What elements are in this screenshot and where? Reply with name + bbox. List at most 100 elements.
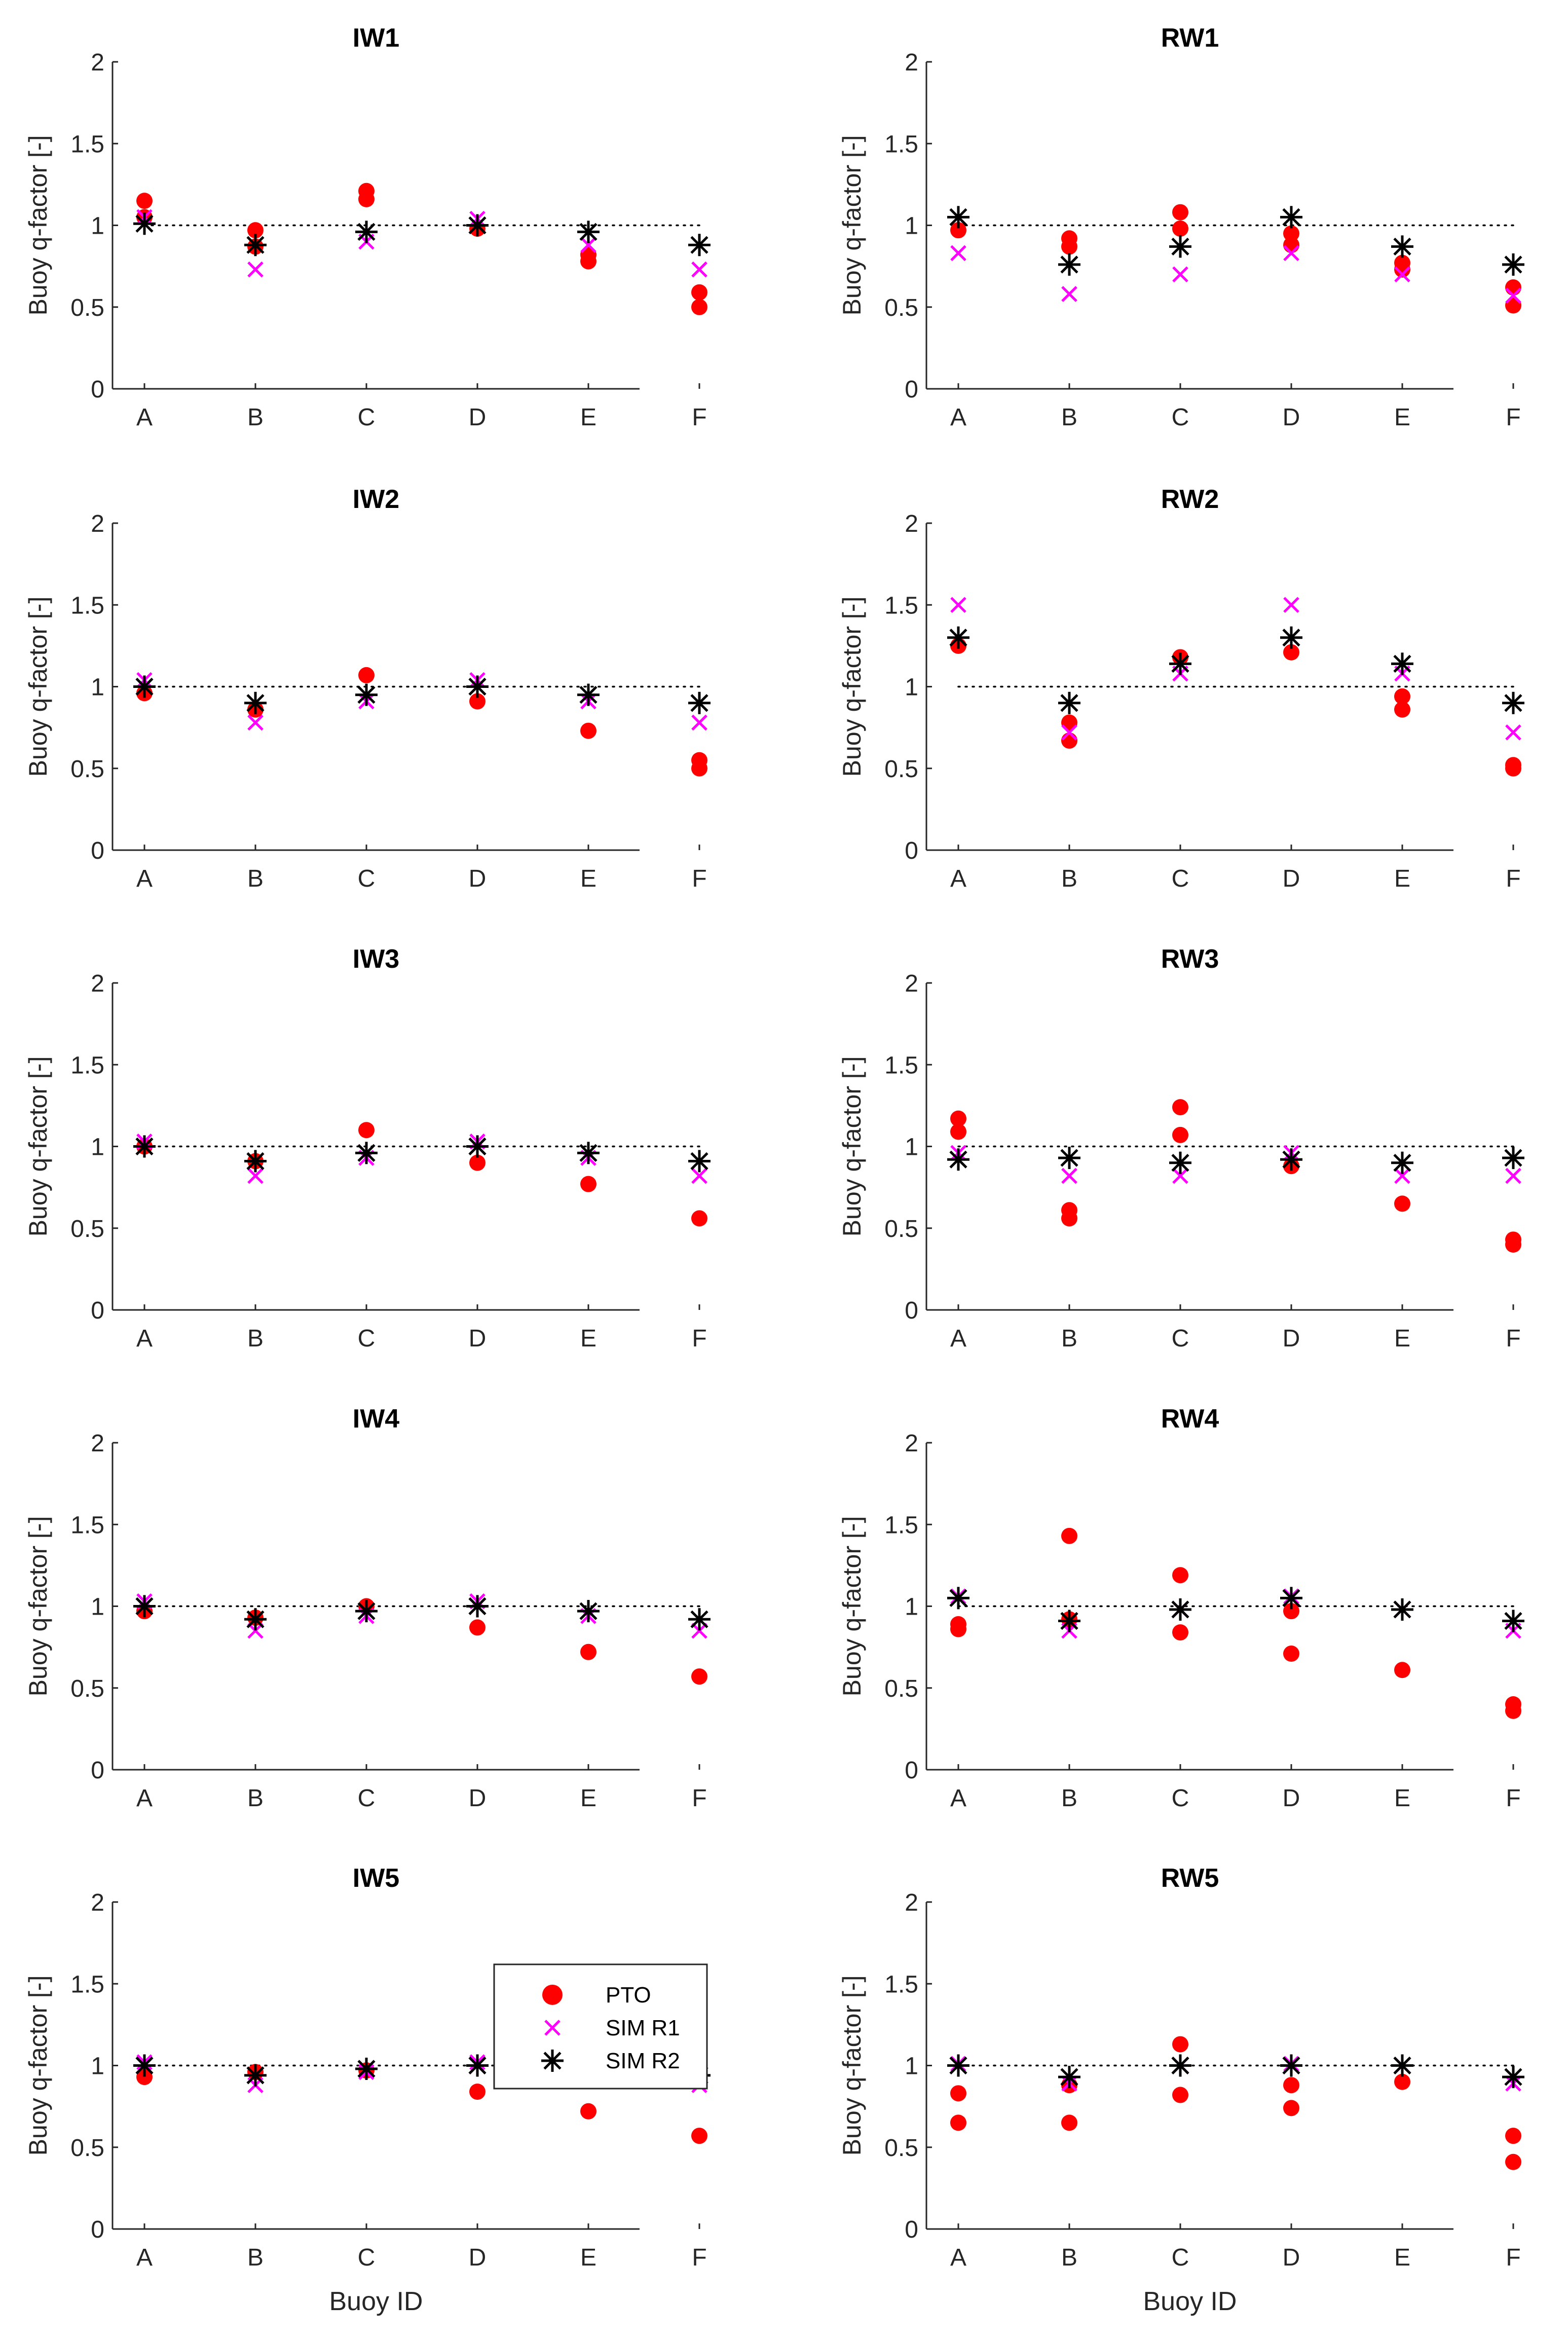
pto-point [1172, 220, 1188, 237]
pto-point [469, 1619, 486, 1636]
legend-sim-r1-marker [544, 2020, 561, 2036]
y-tick-label: 1.5 [884, 1052, 918, 1079]
sim-r2-point [1058, 1147, 1080, 1170]
y-tick-label: 1.5 [884, 592, 918, 619]
sim-r2-point [1502, 1610, 1524, 1632]
sim-r2-point [1391, 1598, 1413, 1621]
sim-r2-point [466, 1595, 489, 1618]
y-axis-label: Buoy q-factor [-] [838, 135, 866, 316]
y-tick-label: 1.5 [70, 1052, 104, 1079]
y-tick-label: 0.5 [884, 756, 918, 783]
sim-r1-point [1061, 286, 1077, 302]
pto-point [1283, 2100, 1299, 2116]
x-tick-label: A [136, 865, 153, 892]
x-tick-label: F [692, 2244, 706, 2271]
y-tick-label: 1.5 [70, 131, 104, 158]
sim-r2-point [466, 675, 489, 698]
sim-r2-point [688, 1608, 711, 1631]
legend-sim-r1-label: SIM R1 [606, 2016, 680, 2040]
sim-r2-point [577, 1142, 600, 1164]
y-tick-label: 1.5 [884, 1512, 918, 1539]
y-tick-label: 0.5 [884, 1216, 918, 1243]
y-tick-label: 0 [905, 1297, 918, 1324]
sim-r2-point [688, 691, 711, 714]
panel-title: IW1 [353, 23, 399, 53]
sim-r1-point [950, 245, 966, 262]
x-tick-label: A [950, 1785, 966, 1812]
y-tick-label: 0.5 [70, 2135, 104, 2162]
sim-r1-point [1283, 597, 1299, 613]
sim-r2-point [133, 2054, 156, 2077]
y-tick-label: 1.5 [70, 592, 104, 619]
x-tick-label: D [1283, 1785, 1300, 1812]
x-tick-label: B [1061, 2244, 1077, 2271]
y-tick-label: 0 [91, 1757, 104, 1784]
y-tick-label: 1 [91, 213, 104, 240]
sim-r1-point [1394, 266, 1410, 283]
y-axis-label: Buoy q-factor [-] [838, 1056, 866, 1237]
x-tick-label: D [469, 865, 487, 892]
sim-r2-point [947, 626, 969, 649]
pto-point [1172, 204, 1188, 221]
x-tick-label: E [1394, 865, 1410, 892]
pto-point [136, 2069, 153, 2086]
x-tick-label: C [358, 1325, 376, 1352]
pto-point [1394, 2073, 1410, 2090]
pto-point [691, 1668, 707, 1685]
sim-r2-point [688, 234, 711, 257]
sim-r2-point [1502, 253, 1524, 276]
y-tick-label: 0.5 [884, 2135, 918, 2162]
y-tick-label: 2 [905, 49, 918, 76]
y-tick-label: 0 [91, 1297, 104, 1324]
sim-r2-point [947, 2054, 969, 2077]
sim-r2-point [355, 1600, 378, 1623]
sim-r1-point [691, 1623, 707, 1639]
pto-point [950, 1123, 966, 1140]
y-tick-label: 1.5 [884, 1971, 918, 1998]
sim-r2-point [1502, 1147, 1524, 1170]
sim-r1-point [1172, 1167, 1188, 1184]
x-tick-label: B [247, 1325, 264, 1352]
pto-point [1172, 1126, 1188, 1143]
y-axis-label: Buoy q-factor [-] [24, 597, 52, 777]
y-tick-label: 1 [905, 674, 918, 701]
x-tick-label: D [469, 2244, 487, 2271]
x-tick-label: D [469, 404, 487, 431]
sim-r2-point [355, 683, 378, 706]
legend-sim-r2-label: SIM R2 [606, 2049, 680, 2073]
pto-point [580, 253, 596, 270]
y-tick-label: 1 [905, 213, 918, 240]
sim-r2-point [133, 1595, 156, 1618]
x-tick-label: E [1394, 2244, 1410, 2271]
pto-point [358, 1122, 375, 1139]
x-tick-label: E [1394, 404, 1410, 431]
x-tick-label: F [692, 1325, 706, 1352]
x-tick-label: F [1506, 1785, 1520, 1812]
y-axis-label: Buoy q-factor [-] [24, 1516, 52, 1697]
sim-r1-point [1061, 1167, 1077, 1184]
y-tick-label: 2 [91, 1430, 104, 1457]
x-tick-label: C [1172, 1785, 1189, 1812]
sim-r1-point [247, 714, 264, 731]
sim-r1-point [247, 261, 264, 278]
x-tick-label: B [247, 865, 264, 892]
x-tick-label: C [358, 1785, 376, 1812]
y-tick-label: 2 [905, 510, 918, 537]
sim-r1-point [1505, 287, 1521, 304]
x-tick-label: C [1172, 404, 1189, 431]
pto-point [580, 1643, 596, 1660]
x-tick-label: A [136, 1325, 153, 1352]
pto-point [469, 2084, 486, 2100]
pto-point [1283, 1646, 1299, 1662]
y-tick-label: 0 [905, 2216, 918, 2243]
x-tick-label: F [692, 865, 706, 892]
pto-point [691, 1210, 707, 1227]
sim-r2-point [1280, 1148, 1302, 1171]
pto-point [1172, 2036, 1188, 2053]
y-tick-label: 2 [905, 970, 918, 997]
pto-point [580, 722, 596, 739]
sim-r2-point [133, 675, 156, 698]
y-tick-label: 0.5 [70, 295, 104, 321]
y-tick-label: 1.5 [884, 131, 918, 158]
